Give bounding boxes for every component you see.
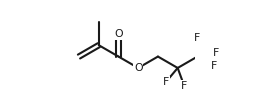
Text: F: F — [181, 81, 187, 90]
Text: F: F — [163, 77, 169, 87]
Text: F: F — [194, 33, 201, 43]
Text: O: O — [114, 29, 123, 39]
Text: F: F — [213, 48, 219, 58]
Text: O: O — [134, 63, 142, 73]
Text: F: F — [211, 61, 217, 71]
